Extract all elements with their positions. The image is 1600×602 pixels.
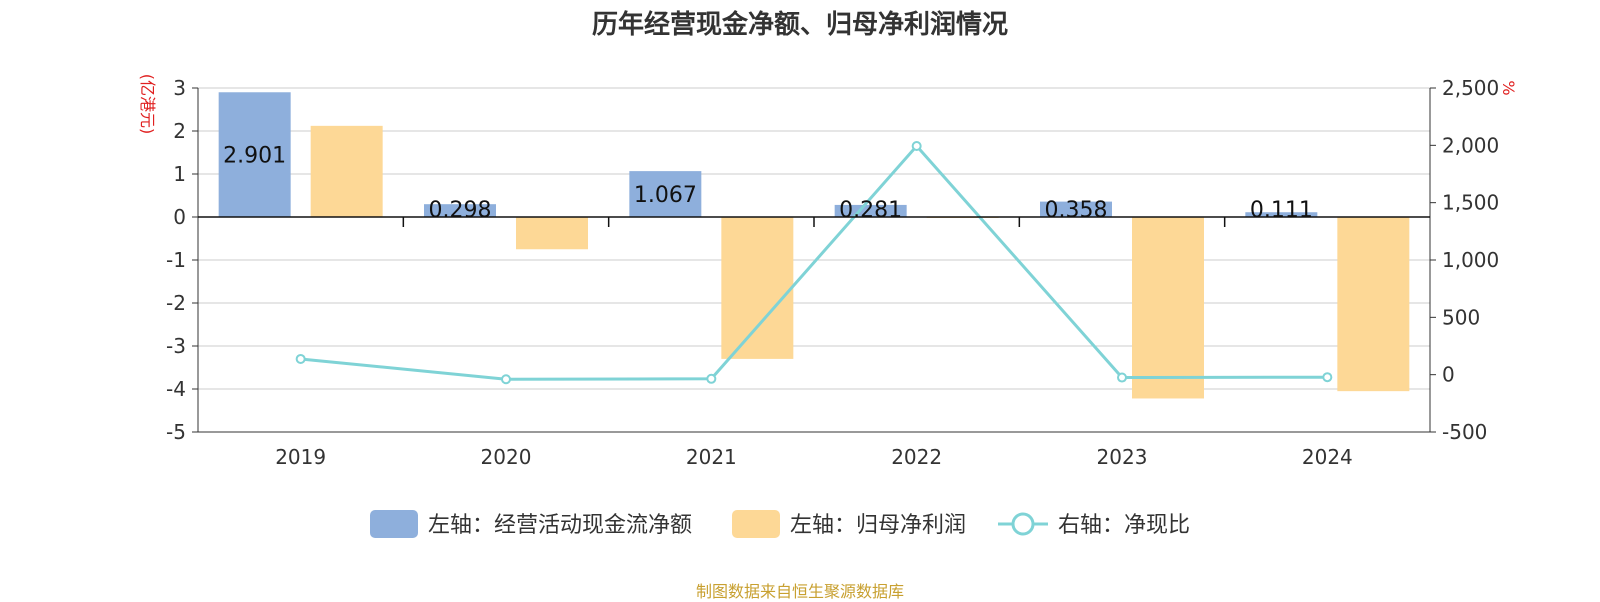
ratio-point — [706, 373, 717, 384]
net-profit-bar — [1337, 217, 1410, 392]
cash-flow-data-label: 1.067 — [634, 183, 697, 208]
line-layer — [295, 141, 1333, 385]
left-tick-label: -2 — [166, 291, 186, 315]
left-tick-label: -1 — [166, 248, 186, 272]
category-label: 2022 — [891, 445, 942, 469]
ratio-point — [911, 141, 922, 152]
cash-flow-data-label: 0.281 — [839, 198, 902, 223]
cash-flow-data-label: 2.901 — [223, 144, 286, 169]
category-label: 2024 — [1302, 445, 1353, 469]
source-note: 制图数据来自恒生聚源数据库 — [695, 582, 904, 601]
ratio-point — [1322, 372, 1333, 383]
category-label: 2019 — [275, 445, 326, 469]
right-tick-label: -500 — [1442, 420, 1487, 444]
labels-layer: 2.901 0.298 1.067 0.281 0.358 0.111 (亿港元)% — [138, 74, 1518, 223]
category-label: 2023 — [1097, 445, 1148, 469]
ratio-point — [295, 353, 306, 364]
net-profit-bar — [310, 125, 383, 217]
left-axis-unit: (亿港元) — [138, 74, 157, 135]
cash-flow-data-label: 0.298 — [429, 198, 492, 223]
cash-flow-bar — [218, 92, 291, 217]
cash-flow-data-label: 0.111 — [1250, 198, 1313, 223]
right-tick-label: 1,500 — [1442, 191, 1499, 215]
left-tick-label: 2 — [173, 119, 186, 143]
right-tick-label: 0 — [1442, 363, 1455, 387]
legend-label-cash-flow: 左轴：经营活动现金流净额 — [428, 513, 692, 538]
legend-label-net-profit: 左轴：归母净利润 — [790, 513, 966, 538]
grid-layer — [198, 87, 1430, 433]
legend-swatch-ratio-marker — [1011, 512, 1035, 536]
left-tick-label: 3 — [173, 76, 186, 100]
net-profit-bar — [516, 217, 588, 250]
cash-flow-bar — [834, 204, 907, 217]
left-tick-label: -4 — [166, 377, 186, 401]
left-tick-label: -5 — [166, 420, 186, 444]
cash-flow-bar — [424, 204, 496, 217]
right-tick-label: 500 — [1442, 305, 1480, 329]
legend-swatch-net-profit — [732, 510, 780, 538]
cash-flow-bar — [1040, 201, 1112, 217]
ratio-point — [1117, 372, 1127, 383]
axes-layer: 3 2 1 0 -1 -2 -3 -4 -5 2,500 2,000 1,500 1,000 500 0 -5… — [166, 76, 1499, 469]
left-tick-label: 0 — [173, 205, 186, 229]
legend-swatch-cash-flow — [370, 510, 418, 538]
cash-flow-data-label: 0.358 — [1045, 198, 1108, 223]
right-tick-label: 2,000 — [1442, 133, 1499, 157]
cash-flow-bar — [1245, 212, 1318, 217]
left-tick-label: -3 — [166, 334, 186, 358]
net-profit-bar — [721, 217, 794, 359]
legend-label-ratio: 右轴：净现比 — [1058, 513, 1190, 538]
category-label: 2021 — [686, 445, 737, 469]
chart-title: 历年经营现金净额、归母净利润情况 — [591, 10, 1008, 40]
legend: 左轴：经营活动现金流净额 左轴：归母净利润 右轴：净现比 — [370, 510, 1190, 538]
bars-layer — [218, 92, 1410, 399]
ratio-point — [501, 374, 511, 385]
category-label: 2020 — [481, 445, 532, 469]
right-tick-label: 2,500 — [1442, 76, 1499, 100]
right-axis-unit: % — [1499, 80, 1518, 95]
net-profit-bar — [1132, 217, 1204, 399]
left-tick-label: 1 — [173, 162, 186, 186]
ratio-line — [300, 143, 1328, 381]
right-tick-label: 1,000 — [1442, 248, 1499, 272]
cash-flow-bar — [629, 171, 702, 217]
